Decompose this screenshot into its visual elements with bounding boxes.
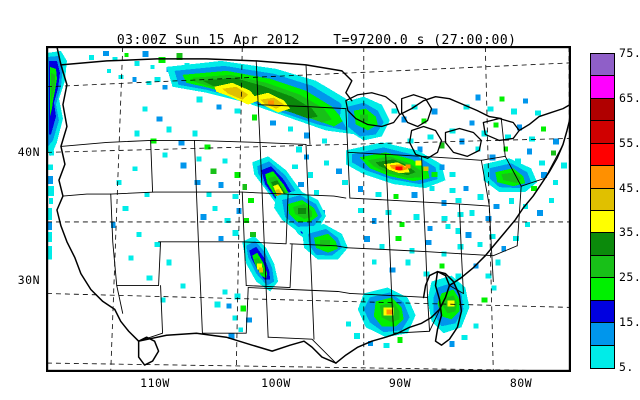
feature-northeast-scattered-returns (455, 94, 568, 221)
colorbar-band-55 (591, 143, 614, 167)
title-text: 03:00Z Sun 15 Apr 2012 T=97200.0 s (27:0… (116, 33, 517, 48)
reflectivity-map (47, 47, 570, 371)
colorbar-tick-25: 25. (619, 270, 640, 285)
colorbar-band-10 (591, 345, 614, 368)
lon-tick-90w: 90W (388, 376, 412, 390)
feature-pacific-northwest-offshore-band (47, 50, 67, 260)
colorbar-band-40 (591, 211, 614, 234)
colorbar-tick-45: 45. (619, 180, 640, 195)
colorbar-band-30 (591, 255, 614, 279)
reflectivity-colorbar (590, 53, 615, 369)
lat-tick-40n: 40N (17, 145, 40, 159)
lon-tick-80w: 80W (509, 376, 533, 390)
feature-intermountain-west-showers (110, 106, 257, 303)
colorbar-tick-65: 65. (619, 90, 640, 105)
colorbar-tick-5: 5. (619, 360, 634, 374)
colorbar-band-70 (591, 76, 614, 99)
colorbar-tick-15: 15. (619, 315, 640, 330)
lon-tick-110w: 110W (140, 376, 170, 390)
colorbar-band-45 (591, 188, 614, 211)
colorbar-tick-35: 35. (619, 225, 640, 240)
feature-ohio-valley-convection (323, 142, 456, 200)
colorbar-band-60 (591, 121, 614, 144)
page-title: 03:00Z Sun 15 Apr 2012 T=97200.0 s (27:0… (0, 18, 600, 63)
feature-midatlantic-scatter (441, 188, 555, 252)
lon-tick-100w: 100W (261, 376, 291, 390)
colorbar-band-20 (591, 300, 614, 324)
colorbar-band-35 (591, 233, 614, 256)
map-boundaries (56, 47, 570, 366)
colorbar-band-65 (591, 98, 614, 122)
colorbar-tick-75: 75. (619, 46, 640, 60)
lat-tick-30n: 30N (17, 273, 40, 287)
colorbar-band-25 (591, 278, 614, 301)
colorbar-band-50 (591, 166, 614, 189)
colorbar-tick-55: 55. (619, 135, 640, 150)
reflectivity-field (47, 50, 568, 349)
colorbar-band-75 (591, 54, 614, 77)
map-plot-area (46, 46, 571, 372)
colorbar-band-15 (591, 323, 614, 346)
